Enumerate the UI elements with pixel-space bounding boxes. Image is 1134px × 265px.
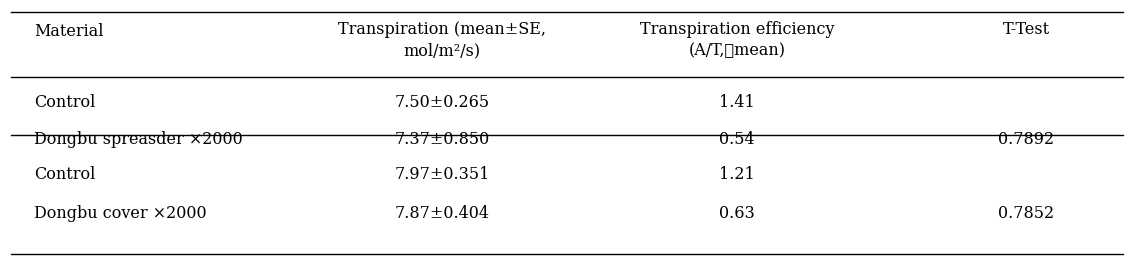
Text: 0.54: 0.54 bbox=[719, 131, 755, 148]
Text: Dongbu spreasder ×2000: Dongbu spreasder ×2000 bbox=[34, 131, 243, 148]
Text: Transpiration (mean±SE,: Transpiration (mean±SE, bbox=[338, 21, 547, 38]
Text: 0.7892: 0.7892 bbox=[998, 131, 1055, 148]
Text: 0.63: 0.63 bbox=[719, 205, 755, 222]
Text: Transpiration efficiency: Transpiration efficiency bbox=[640, 21, 835, 38]
Text: T-Test: T-Test bbox=[1002, 21, 1050, 38]
Text: Control: Control bbox=[34, 166, 95, 183]
Text: Material: Material bbox=[34, 23, 103, 40]
Text: 7.50±0.265: 7.50±0.265 bbox=[395, 94, 490, 111]
Text: (A/T,　mean): (A/T, mean) bbox=[688, 42, 786, 59]
Text: 7.37±0.850: 7.37±0.850 bbox=[395, 131, 490, 148]
Text: Control: Control bbox=[34, 94, 95, 111]
Text: 7.87±0.404: 7.87±0.404 bbox=[395, 205, 490, 222]
Text: 1.21: 1.21 bbox=[719, 166, 755, 183]
Text: mol/m²/s): mol/m²/s) bbox=[404, 42, 481, 59]
Text: 0.7852: 0.7852 bbox=[998, 205, 1055, 222]
Text: Dongbu cover ×2000: Dongbu cover ×2000 bbox=[34, 205, 206, 222]
Text: 1.41: 1.41 bbox=[719, 94, 755, 111]
Text: 7.97±0.351: 7.97±0.351 bbox=[395, 166, 490, 183]
